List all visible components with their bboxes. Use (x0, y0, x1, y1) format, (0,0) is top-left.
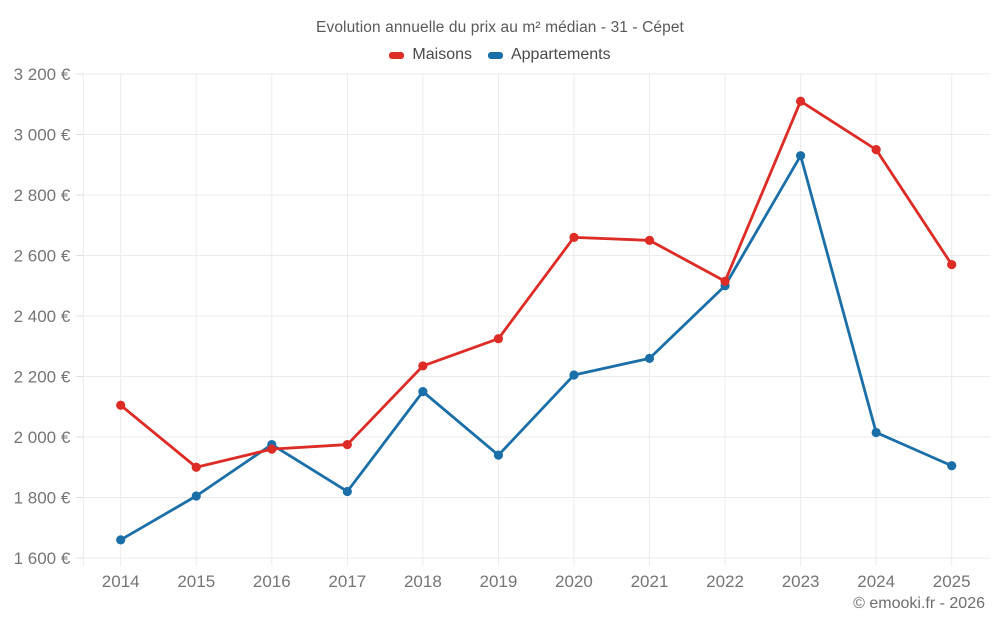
x-tick-label: 2014 (102, 572, 140, 591)
y-tick-label: 2 200 € (14, 368, 71, 387)
x-tick-label: 2022 (706, 572, 744, 591)
data-point-appartements-2021[interactable] (644, 353, 655, 363)
y-tick-label: 2 600 € (14, 247, 71, 266)
data-point-maisons-2017[interactable] (342, 439, 352, 450)
x-tick-label: 2018 (404, 572, 442, 591)
data-point-maisons-2015[interactable] (191, 462, 201, 472)
chart-title: Evolution annuelle du prix au m² médian … (316, 19, 684, 36)
data-point-appartements-2020[interactable] (569, 370, 579, 380)
y-tick-label: 2 800 € (14, 186, 71, 205)
y-tick-label: 3 000 € (14, 126, 71, 145)
data-point-appartements-2018[interactable] (418, 387, 428, 397)
legend-label-appartements: Appartements (510, 46, 611, 63)
data-point-maisons-2023[interactable] (796, 96, 806, 106)
y-tick-label: 2 400 € (14, 307, 71, 326)
data-point-appartements-2017[interactable] (342, 486, 352, 497)
x-tick-label: 2020 (555, 572, 593, 591)
copyright-footer: © emooki.fr - 2026 (853, 595, 985, 612)
legend-label-maisons: Maisons (412, 46, 472, 63)
series-line-appartements (119, 154, 954, 542)
data-point-maisons-2018[interactable] (418, 361, 428, 371)
y-tick-label: 1 800 € (14, 489, 71, 508)
data-point-appartements-2024[interactable] (871, 427, 881, 438)
y-tick-label: 2 000 € (14, 428, 71, 447)
data-point-appartements-2025[interactable] (947, 461, 957, 471)
legend-item-maisons[interactable]: Maisons (389, 46, 472, 64)
data-point-maisons-2019[interactable] (493, 334, 504, 344)
x-tick-label: 2024 (857, 572, 895, 591)
x-tick-label: 2019 (480, 572, 518, 591)
x-tick-label: 2015 (177, 572, 215, 591)
data-point-appartements-2019[interactable] (493, 450, 504, 460)
data-point-maisons-2021[interactable] (644, 235, 655, 245)
x-tick-label: 2016 (253, 572, 291, 591)
x-tick-label: 2017 (328, 572, 366, 591)
data-point-maisons-2022[interactable] (720, 276, 730, 286)
chart-legend: Maisons Appartements (0, 46, 1000, 64)
x-tick-label: 2025 (933, 572, 971, 591)
data-point-maisons-2016[interactable] (267, 444, 277, 454)
x-tick-label: 2023 (782, 572, 820, 591)
data-point-maisons-2024[interactable] (871, 145, 881, 155)
series-line-maisons (119, 99, 954, 469)
y-tick-label: 1 600 € (14, 549, 71, 568)
data-point-maisons-2014[interactable] (116, 400, 126, 410)
maisons-color-swatch (389, 51, 405, 59)
data-point-maisons-2020[interactable] (569, 232, 579, 242)
data-point-maisons-2025[interactable] (947, 259, 957, 270)
data-point-appartements-2023[interactable] (796, 151, 806, 161)
appartements-color-swatch (487, 51, 503, 59)
legend-item-appartements[interactable]: Appartements (487, 46, 611, 64)
x-tick-label: 2021 (631, 572, 669, 591)
y-tick-label: 3 200 € (14, 65, 71, 84)
data-point-appartements-2015[interactable] (191, 491, 201, 501)
data-point-appartements-2014[interactable] (116, 535, 126, 545)
